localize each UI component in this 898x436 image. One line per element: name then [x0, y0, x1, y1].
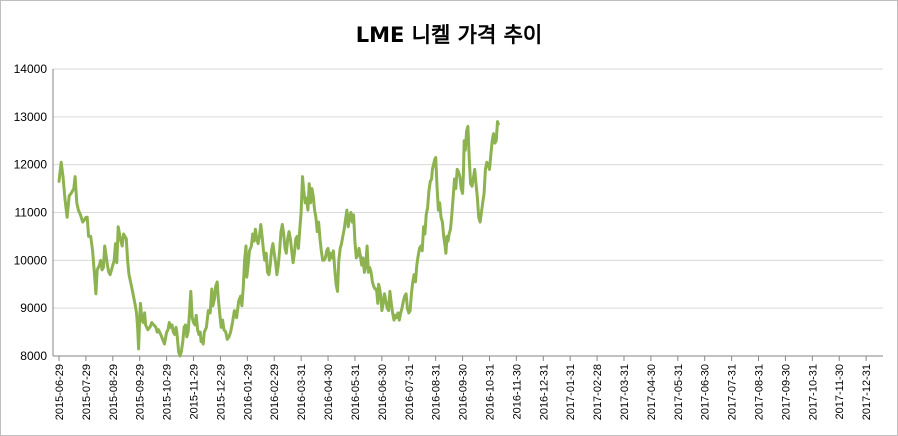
x-axis-ticks: 2015-06-29 2015-07-29 2015-08-29 2015-09-29…	[54, 356, 873, 420]
y-tick-label: 12000	[14, 158, 48, 172]
series-line	[57, 120, 500, 358]
x-tick-label: 2016-10-31	[484, 364, 496, 420]
x-tick-label: 2016-09-30	[458, 364, 470, 420]
x-tick-label: 2016-02-29	[269, 364, 281, 420]
chart-title: LME 니켈 가격 추이	[355, 23, 543, 47]
x-tick-label: 2015-07-29	[81, 364, 93, 420]
x-tick-label: 2016-05-31	[350, 364, 362, 420]
x-tick-label: 2015-10-29	[162, 364, 174, 420]
y-tick-label: 11000	[15, 206, 48, 220]
x-tick-label: 2015-06-29	[54, 364, 66, 420]
x-tick-label: 2016-07-31	[404, 364, 416, 420]
x-tick-label: 2017-02-28	[592, 364, 604, 420]
x-tick-label: 2016-01-29	[242, 364, 254, 420]
x-tick-label: 2015-11-29	[189, 364, 201, 419]
x-tick-label: 2015-12-29	[215, 364, 227, 420]
x-tick-label: 2017-08-31	[754, 364, 766, 420]
x-tick-label: 2017-03-31	[619, 364, 631, 420]
x-tick-label: 2016-04-30	[323, 364, 335, 420]
x-tick-label: 2017-11-30	[834, 364, 846, 419]
series-layer	[57, 120, 500, 358]
y-axis-ticks: 8000 9000 10000 11000 12000 13000 14000	[14, 62, 48, 363]
x-tick-label: 2017-10-31	[807, 364, 819, 420]
x-tick-label: 2017-01-31	[565, 364, 577, 420]
x-tick-label: 2016-03-31	[296, 364, 308, 420]
x-tick-label: 2016-08-31	[431, 364, 443, 420]
y-tick-label: 8000	[20, 349, 47, 363]
gridlines	[52, 68, 883, 357]
x-tick-label: 2017-06-30	[700, 364, 712, 420]
x-tick-label: 2017-07-31	[727, 364, 739, 420]
x-tick-label: 2017-09-30	[780, 364, 792, 420]
x-tick-label: 2015-09-29	[135, 364, 147, 420]
y-tick-label: 14000	[14, 62, 48, 76]
x-tick-label: 2016-11-30	[511, 364, 523, 419]
x-tick-label: 2017-05-31	[673, 364, 685, 420]
x-tick-label: 2016-12-31	[538, 364, 550, 420]
y-tick-label: 9000	[20, 301, 47, 315]
x-tick-label: 2017-12-31	[861, 364, 873, 420]
y-tick-label: 10000	[14, 253, 48, 267]
x-tick-label: 2016-06-30	[377, 364, 389, 420]
y-tick-label: 13000	[14, 110, 48, 124]
x-tick-label: 2015-08-29	[108, 364, 120, 420]
x-tick-label: 2017-04-30	[646, 364, 658, 420]
